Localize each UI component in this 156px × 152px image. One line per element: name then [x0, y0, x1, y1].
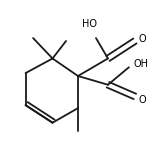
Text: HO: HO [82, 19, 97, 29]
Text: O: O [139, 34, 146, 44]
Text: O: O [139, 95, 146, 105]
Text: OH: OH [133, 59, 148, 69]
